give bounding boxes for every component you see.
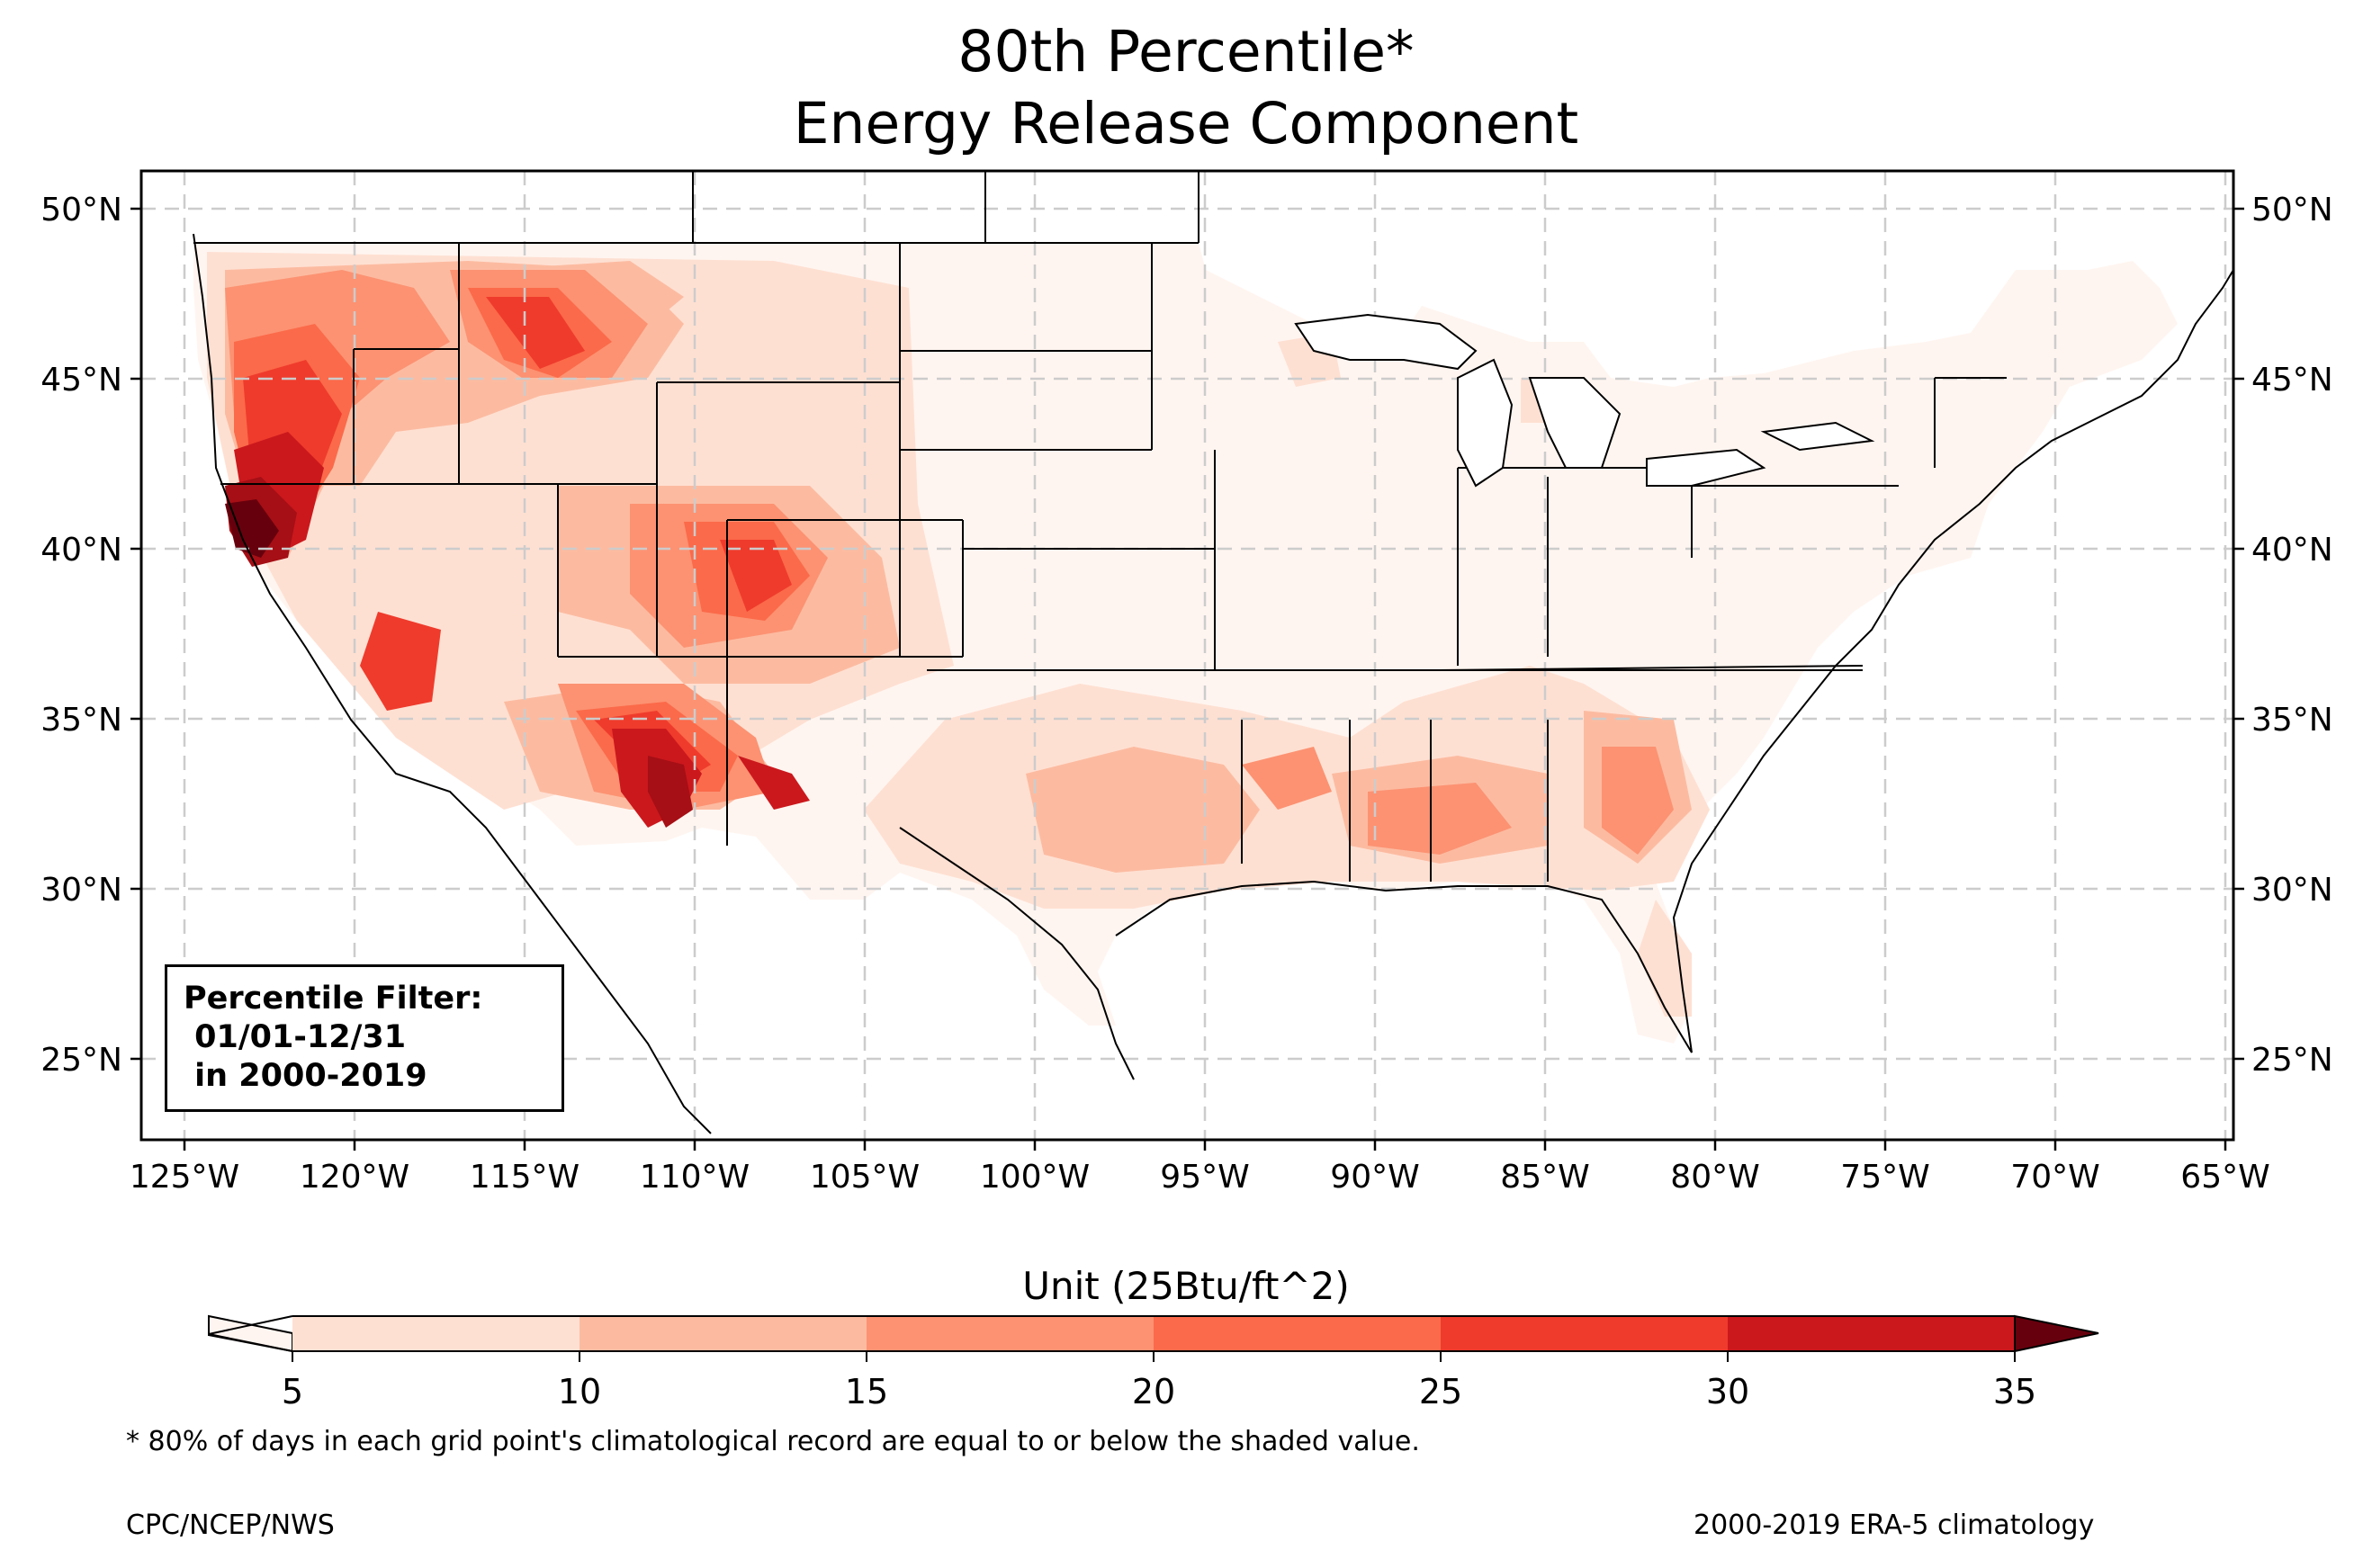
lat-tick-label-left: 50°N <box>40 192 122 228</box>
great-lakes <box>1294 313 1875 488</box>
lat-tick-label-left: 35°N <box>40 702 122 739</box>
lat-tick-label-left: 25°N <box>40 1042 122 1079</box>
lon-tick-label: 85°W <box>1500 1159 1589 1196</box>
colorbar-bin <box>1441 1316 1728 1351</box>
lon-tick-label: 80°W <box>1670 1159 1759 1196</box>
filter-box-line1: Percentile Filter: <box>184 981 483 1017</box>
credit-right: 2000-2019 ERA-5 climatology <box>1694 1510 2095 1541</box>
colorbar-tick-label: 30 <box>1706 1372 1749 1411</box>
filter-box-line2: 01/01-12/31 <box>184 1019 407 1055</box>
lat-tick-label-right: 40°N <box>2251 532 2333 569</box>
lon-tick-label: 70°W <box>2010 1159 2099 1196</box>
colorbar-tick-label: 5 <box>282 1372 303 1411</box>
percentile-filter-box: Percentile Filter: 01/01-12/31 in 2000-2… <box>165 964 564 1112</box>
lon-tick-label: 95°W <box>1160 1159 1249 1196</box>
colorbar-extend-high <box>2014 1314 2099 1353</box>
lon-tick-label: 90°W <box>1330 1159 1419 1196</box>
coastline <box>193 233 2233 1134</box>
credit-left: CPC/NCEP/NWS <box>126 1510 335 1541</box>
lon-tick-label: 115°W <box>470 1159 580 1196</box>
lat-tick-label-right: 30°N <box>2251 872 2333 909</box>
lon-tick-label: 75°W <box>1840 1159 1929 1196</box>
axis-tick-marks <box>130 207 2244 1151</box>
colorbar-bin <box>1728 1316 2015 1351</box>
colorbar-bin <box>580 1316 867 1351</box>
colorbar-bin <box>292 1316 580 1351</box>
colorbar-tick-label: 25 <box>1419 1372 1462 1411</box>
colorbar-tick-label: 15 <box>845 1372 888 1411</box>
lon-tick-label: 65°W <box>2180 1159 2269 1196</box>
filter-box-line3: in 2000-2019 <box>184 1058 427 1094</box>
lon-tick-label: 105°W <box>810 1159 920 1196</box>
lat-tick-label-right: 25°N <box>2251 1042 2333 1079</box>
lon-tick-label: 125°W <box>130 1159 239 1196</box>
lon-tick-label: 100°W <box>980 1159 1090 1196</box>
map-gridlines <box>141 171 2233 1140</box>
lat-tick-label-left: 30°N <box>40 872 122 909</box>
colorbar-bin <box>867 1316 1154 1351</box>
colorbar-bin <box>1154 1316 1441 1351</box>
map-title-line2: Energy Release Component <box>793 91 1579 157</box>
colorbar-extend-low <box>208 1314 293 1353</box>
colorbar: 5 10 15 20 25 30 35 <box>208 1314 2099 1411</box>
lat-tick-label-right: 50°N <box>2251 192 2333 228</box>
colorbar-tick-label: 20 <box>1132 1372 1175 1411</box>
colorbar-tick-label: 35 <box>1993 1372 2036 1411</box>
lat-tick-label-left: 45°N <box>40 362 122 399</box>
lat-tick-label-left: 40°N <box>40 532 122 569</box>
footnote: * 80% of days in each grid point's clima… <box>126 1426 1420 1457</box>
lon-tick-label: 110°W <box>640 1159 750 1196</box>
lat-tick-label-right: 45°N <box>2251 362 2333 399</box>
colorbar-title: Unit (25Btu/ft^2) <box>1022 1264 1350 1308</box>
lon-tick-label: 120°W <box>300 1159 409 1196</box>
colorbar-tick-label: 10 <box>558 1372 601 1411</box>
erc-shading <box>207 252 1710 1017</box>
map-title-line1: 80th Percentile* <box>957 19 1415 85</box>
lat-tick-label-right: 35°N <box>2251 702 2333 739</box>
